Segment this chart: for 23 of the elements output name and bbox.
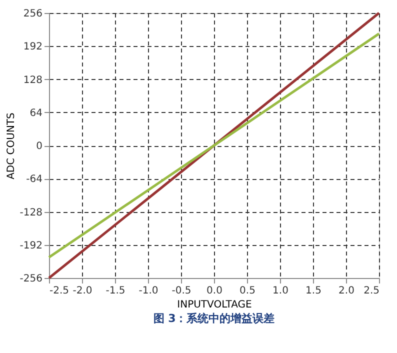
y-tick-label: 128 [23,74,42,86]
caption: 图 3：系统中的增益误差 [153,312,275,325]
y-tick-label: -64 [26,174,42,186]
y-tick-label: 64 [30,108,42,119]
x-tick-label: 0.0 [206,286,222,296]
x-tick-label: 1.5 [306,286,322,296]
y-tick-label: 256 [23,8,42,20]
x-tick-label: 0.5 [240,286,256,296]
x-tick-label: 2.0 [338,286,354,296]
y-tick-label: 192 [23,42,42,53]
x-axis-title: INPUTVOLTAGE [177,300,252,310]
x-tick-label: -1.0 [138,286,158,296]
y-tick-label: -256 [20,274,42,284]
y-tick-label: -128 [20,207,42,218]
y-tick-label: 0 [36,141,42,152]
y-tick-label: -192 [20,240,42,252]
x-tick-label: -2.0 [72,286,92,296]
x-tick-label: 2.5 [364,286,380,296]
x-tick-label: 1.0 [272,286,288,296]
x-tick-label: -2.5 [50,286,70,296]
x-tick-label: -1.5 [106,286,126,296]
x-tick-label: -0.5 [172,286,192,296]
y-axis-title: ADC COUNTS [6,112,17,180]
